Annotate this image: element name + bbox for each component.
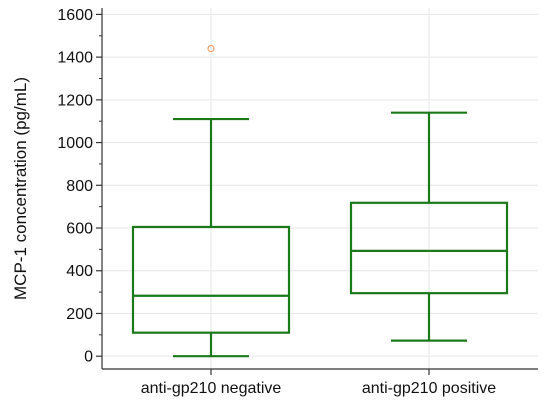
grid xyxy=(102,8,538,369)
box-1 xyxy=(131,44,291,358)
y-tick-label: 1400 xyxy=(57,50,93,67)
x-tick-label: anti-gp210 negative xyxy=(141,380,282,397)
box-iqr xyxy=(131,225,291,334)
y-tick-label: 1200 xyxy=(57,92,93,109)
axes xyxy=(101,8,538,370)
outlier-point xyxy=(207,44,215,53)
x-axis-ticks: anti-gp210 negative anti-gp210 positive xyxy=(141,369,496,397)
x-tick-label: anti-gp210 positive xyxy=(362,380,496,397)
boxes xyxy=(131,44,509,358)
y-axis-label: MCP-1 concentration (pg/mL) xyxy=(11,77,30,300)
y-axis-ticks: 0 200 400 600 800 1000 1200 1400 1600 xyxy=(57,7,102,366)
y-tick-label: 800 xyxy=(66,178,93,195)
box-iqr xyxy=(349,201,509,295)
y-tick-label: 400 xyxy=(66,263,93,280)
y-tick-label: 200 xyxy=(66,306,93,323)
y-tick-label: 0 xyxy=(84,349,93,366)
y-tick-label: 1600 xyxy=(57,7,93,24)
box-2 xyxy=(349,111,509,342)
y-tick-label: 600 xyxy=(66,221,93,238)
y-tick-label: 1000 xyxy=(57,135,93,152)
